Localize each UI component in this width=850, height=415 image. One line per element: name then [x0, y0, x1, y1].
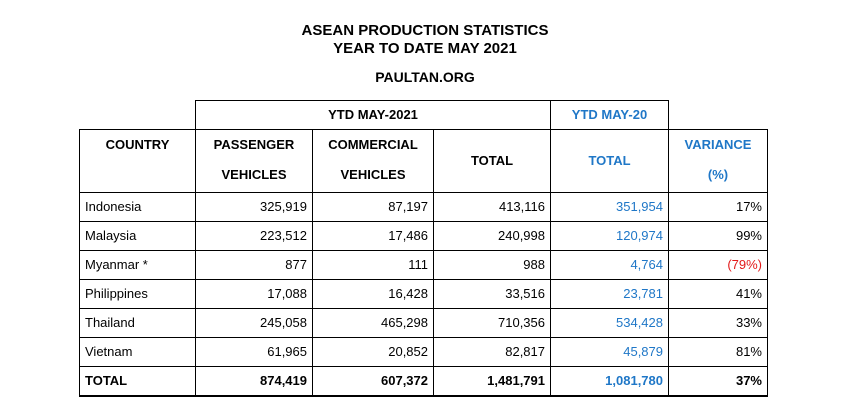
total-passenger-cell: 874,419: [195, 365, 313, 397]
commercial-cell: 20,852: [312, 336, 434, 367]
total-cell: 240,998: [433, 220, 551, 251]
col-header-passenger: PASSENGER VEHICLES: [195, 128, 313, 193]
passenger-cell: 877: [195, 249, 313, 280]
commercial-cell: 16,428: [312, 278, 434, 309]
col-header-passenger-line1: PASSENGER: [213, 136, 295, 152]
col-header-total-2020: TOTAL: [550, 128, 669, 193]
table-row: Malaysia 223,512 17,486 240,998 120,974 …: [79, 220, 768, 251]
col-header-commercial-line2: VEHICLES: [340, 166, 406, 182]
country-cell: Philippines: [79, 278, 196, 309]
variance-cell: 17%: [668, 191, 768, 222]
col-header-variance: VARIANCE (%): [668, 128, 768, 193]
col-header-country-label: COUNTRY: [105, 136, 170, 152]
source-label: PAULTAN.ORG: [375, 69, 475, 85]
table-row: Thailand 245,058 465,298 710,356 534,428…: [79, 307, 768, 338]
total-cell: 33,516: [433, 278, 551, 309]
total-2020-cell: 120,974: [550, 220, 669, 251]
total-total-2020-cell: 1,081,780: [550, 365, 669, 397]
group-header-ytd-2021: YTD MAY-2021: [195, 100, 551, 130]
variance-cell: 33%: [668, 307, 768, 338]
commercial-cell: 465,298: [312, 307, 434, 338]
col-header-variance-line1: VARIANCE: [684, 136, 752, 152]
table-row: Philippines 17,088 16,428 33,516 23,781 …: [79, 278, 768, 309]
col-header-country: COUNTRY: [79, 128, 196, 193]
total-2020-cell: 45,879: [550, 336, 669, 367]
col-header-passenger-line2: VEHICLES: [221, 166, 287, 182]
report-title: ASEAN PRODUCTION STATISTICS: [301, 22, 549, 39]
total-2020-cell: 4,764: [550, 249, 669, 280]
table-row: Vietnam 61,965 20,852 82,817 45,879 81%: [79, 336, 768, 367]
group-header-row: YTD MAY-2021 YTD MAY-20: [79, 100, 768, 130]
total-cell: 988: [433, 249, 551, 280]
total-cell: 413,116: [433, 191, 551, 222]
table-row: Myanmar * 877 111 988 4,764 (79%): [79, 249, 768, 280]
total-2020-cell: 351,954: [550, 191, 669, 222]
group-header-ytd-2020: YTD MAY-20: [550, 100, 669, 130]
col-header-variance-line2: (%): [707, 166, 729, 182]
variance-cell: 99%: [668, 220, 768, 251]
total-commercial-cell: 607,372: [312, 365, 434, 397]
variance-cell-negative: (79%): [668, 249, 768, 280]
country-cell: Thailand: [79, 307, 196, 338]
total-row: TOTAL 874,419 607,372 1,481,791 1,081,78…: [79, 365, 768, 397]
passenger-cell: 223,512: [195, 220, 313, 251]
passenger-cell: 61,965: [195, 336, 313, 367]
variance-cell: 41%: [668, 278, 768, 309]
commercial-cell: 111: [312, 249, 434, 280]
total-variance-cell: 37%: [668, 365, 768, 397]
country-cell: Myanmar *: [79, 249, 196, 280]
production-table: YTD MAY-2021 YTD MAY-20 COUNTRY PASSENGE…: [79, 100, 768, 397]
total-2020-cell: 23,781: [550, 278, 669, 309]
total-label-cell: TOTAL: [79, 365, 196, 397]
country-cell: Malaysia: [79, 220, 196, 251]
total-total-cell: 1,481,791: [433, 365, 551, 397]
blank-header-cell: [79, 100, 196, 130]
passenger-cell: 245,058: [195, 307, 313, 338]
total-2020-cell: 534,428: [550, 307, 669, 338]
report-subtitle: YEAR TO DATE MAY 2021: [333, 40, 517, 57]
col-header-commercial-line1: COMMERCIAL: [328, 136, 418, 152]
country-cell: Vietnam: [79, 336, 196, 367]
column-header-row: COUNTRY PASSENGER VEHICLES COMMERCIAL VE…: [79, 128, 768, 193]
commercial-cell: 87,197: [312, 191, 434, 222]
total-cell: 710,356: [433, 307, 551, 338]
variance-cell: 81%: [668, 336, 768, 367]
col-header-total: TOTAL: [433, 128, 551, 193]
blank-header-cell: [668, 100, 768, 130]
passenger-cell: 325,919: [195, 191, 313, 222]
country-cell: Indonesia: [79, 191, 196, 222]
col-header-commercial: COMMERCIAL VEHICLES: [312, 128, 434, 193]
passenger-cell: 17,088: [195, 278, 313, 309]
total-cell: 82,817: [433, 336, 551, 367]
table-row: Indonesia 325,919 87,197 413,116 351,954…: [79, 191, 768, 222]
commercial-cell: 17,486: [312, 220, 434, 251]
